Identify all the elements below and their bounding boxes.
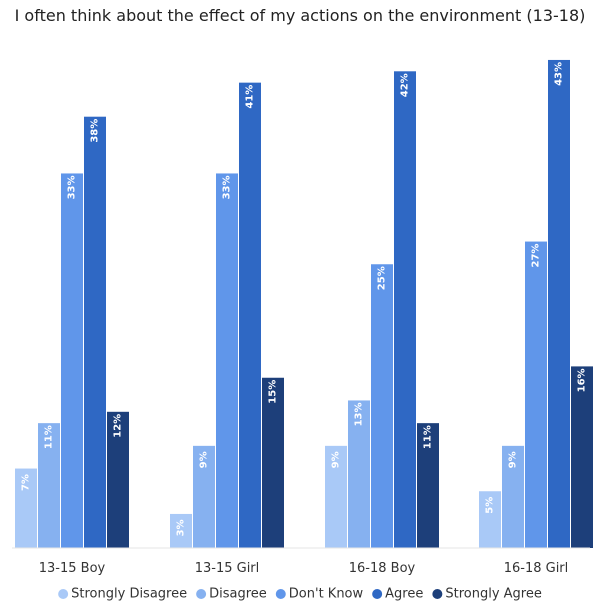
x-tick-label: 13-15 Girl: [195, 561, 260, 576]
data-label: 9%: [508, 451, 519, 468]
legend-marker: [372, 589, 383, 599]
bar: [84, 116, 106, 548]
data-labels-layer: 7% 11% 33% 38% 12% 3% 9% 33% 41% 15% 9% 13% 25% 42% 11…: [21, 62, 588, 536]
data-label: 13%: [354, 402, 365, 426]
bars-layer: [15, 59, 593, 549]
data-label: 43%: [554, 62, 565, 86]
data-label: 12%: [113, 414, 124, 438]
bar: [571, 366, 593, 548]
data-label: 11%: [44, 425, 55, 449]
data-label: 27%: [531, 244, 542, 268]
bar: [548, 59, 570, 548]
bar: [502, 445, 524, 548]
data-label: 16%: [577, 368, 588, 392]
x-tick-label: 13-15 Boy: [39, 561, 106, 576]
bar: [417, 423, 439, 548]
legend-item: Strongly Agree: [432, 587, 542, 602]
data-label: 9%: [331, 451, 342, 468]
bar: [262, 377, 284, 548]
data-label: 3%: [176, 519, 187, 536]
data-label: 7%: [21, 474, 32, 491]
data-label: 11%: [423, 425, 434, 449]
data-label: 9%: [199, 451, 210, 468]
bar: [371, 264, 393, 548]
data-label: 38%: [90, 119, 101, 143]
bar: [193, 445, 215, 548]
bar: [239, 82, 261, 549]
data-label: 15%: [268, 380, 279, 404]
legend-label: Strongly Disagree: [71, 587, 187, 602]
bar: [38, 423, 60, 548]
legend: Strongly Disagree Disagree Don't Know Agree…: [58, 587, 542, 602]
legend-marker: [58, 589, 69, 599]
legend-marker: [275, 589, 286, 599]
data-label: 41%: [245, 85, 256, 109]
bar: [170, 513, 192, 548]
bar: [325, 445, 347, 548]
chart-title: I often think about the effect of my act…: [14, 6, 586, 25]
legend-marker: [196, 589, 207, 599]
legend-label: Agree: [385, 587, 423, 602]
legend-item: Disagree: [196, 587, 267, 602]
bar: [479, 491, 501, 548]
legend-item: Don't Know: [275, 587, 364, 602]
legend-marker: [432, 589, 443, 599]
bar: [61, 173, 83, 548]
bar: [15, 468, 37, 548]
bar: [107, 411, 129, 548]
data-label: 33%: [222, 175, 233, 199]
legend-label: Disagree: [209, 587, 267, 602]
x-tick-labels: 13-15 Boy 13-15 Girl 16-18 Boy 16-18 Girl: [39, 561, 569, 576]
legend-label: Strongly Agree: [445, 587, 542, 602]
bar: [525, 241, 547, 549]
legend-item: Strongly Disagree: [58, 587, 187, 602]
data-label: 42%: [400, 73, 411, 97]
data-label: 5%: [485, 497, 496, 514]
bar: [394, 71, 416, 549]
data-label: 25%: [377, 266, 388, 290]
legend-label: Don't Know: [289, 587, 364, 602]
bar: [348, 400, 370, 548]
data-label: 33%: [67, 175, 78, 199]
x-tick-label: 16-18 Girl: [504, 561, 569, 576]
legend-item: Agree: [372, 587, 423, 602]
bar: [216, 173, 238, 548]
x-tick-label: 16-18 Boy: [349, 561, 416, 576]
